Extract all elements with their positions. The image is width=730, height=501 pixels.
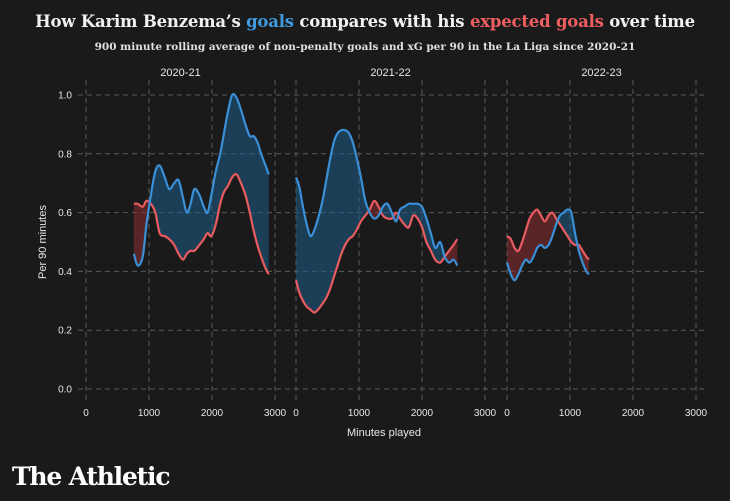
goals-series-line xyxy=(294,128,459,267)
area-fill-segment xyxy=(345,130,349,245)
area-fill-segment xyxy=(199,194,204,245)
x-tick-label: 2000 xyxy=(411,408,434,419)
area-fill-segment xyxy=(453,239,458,266)
area-fill-segment xyxy=(341,130,346,254)
area-fill-segment xyxy=(314,218,319,313)
area-fill-segment xyxy=(232,95,237,178)
area-fill-segment xyxy=(514,247,519,281)
area-fill-segment xyxy=(586,256,589,275)
area-fill-segment xyxy=(164,177,170,240)
x-tick-label: 1000 xyxy=(138,408,161,419)
area-fill-segment xyxy=(265,165,269,275)
title-xg-highlight: expected goals xyxy=(469,12,604,31)
x-tick-label: 2000 xyxy=(201,408,224,419)
area-fill-segment xyxy=(537,209,542,248)
x-tick-label: 1000 xyxy=(348,408,371,419)
area-fill-segment xyxy=(186,203,191,254)
x-tick-label: 3000 xyxy=(264,408,287,419)
area-fill-segment xyxy=(133,203,138,266)
area-fill-segment xyxy=(194,189,200,251)
goals-series-line xyxy=(132,93,270,267)
area-fill-segment xyxy=(137,203,143,266)
area-fill-segment xyxy=(257,142,262,257)
area-fill-segment xyxy=(318,200,323,310)
x-axis-label: Minutes played xyxy=(347,427,421,439)
area-fill-segment xyxy=(533,209,538,257)
panel-title-2021-22: 2021-22 xyxy=(370,67,410,79)
xg-series-line xyxy=(506,208,590,261)
area-fill-segment xyxy=(296,177,300,292)
area-fill-segment xyxy=(203,206,208,240)
x-tick-label: 1000 xyxy=(559,408,582,419)
brand-logo: The Athletic xyxy=(12,462,171,491)
title-part1: How Karim Benzema’s xyxy=(35,12,247,31)
area-fill-segment xyxy=(404,203,409,228)
area-fill-segment xyxy=(227,95,233,187)
area-fill-segment xyxy=(310,230,315,313)
x-tick-label: 0 xyxy=(504,408,510,419)
area-fill-segment xyxy=(306,224,311,310)
area-fill-segment xyxy=(348,133,353,240)
area-fill-segment xyxy=(529,212,534,263)
y-tick-label: 0.4 xyxy=(58,267,72,278)
area-fill-segment xyxy=(245,124,250,213)
area-fill-segment xyxy=(333,133,338,278)
area-fill-segment xyxy=(253,136,258,245)
area-fill-segment xyxy=(236,97,241,184)
y-tick-label: 0.6 xyxy=(58,208,72,219)
area-fill-segment xyxy=(211,171,216,237)
x-tick-label: 3000 xyxy=(685,408,708,419)
x-tick-label: 0 xyxy=(83,408,89,419)
area-fill-segment xyxy=(159,165,165,237)
area-fill-segment xyxy=(399,206,405,225)
x-tick-label: 3000 xyxy=(474,408,497,419)
x-tick-label: 2000 xyxy=(622,408,645,419)
area-fill-segment xyxy=(326,159,331,298)
chart-subtitle: 900 minute rolling average of non-penalt… xyxy=(94,41,636,53)
area-fill-segment xyxy=(169,183,175,245)
area-fill-segment xyxy=(240,109,246,195)
area-fill-segment xyxy=(183,197,187,260)
area-fill-segment xyxy=(174,180,179,254)
area-fill-segment xyxy=(417,203,422,228)
panel-title-2022-23: 2022-23 xyxy=(581,67,621,79)
area-fill-segment xyxy=(190,189,195,251)
y-axis-label: Per 90 minutes xyxy=(37,205,49,279)
area-fill-segment xyxy=(563,209,568,237)
xg-series-line xyxy=(294,199,459,314)
area-fill-segment xyxy=(178,180,184,260)
area-fill-segment xyxy=(544,215,549,248)
area-fill-segment xyxy=(352,142,357,237)
title-part3: over time xyxy=(603,12,695,31)
y-tick-label: 0.2 xyxy=(58,326,72,337)
area-fill-segment xyxy=(299,186,303,301)
area-fill-segment xyxy=(510,239,515,281)
xg-series-line xyxy=(133,173,270,275)
area-fill-segment xyxy=(382,203,388,219)
y-tick-label: 0.8 xyxy=(58,149,72,160)
area-fill-segment xyxy=(541,215,545,248)
area-fill-segment xyxy=(249,136,254,231)
title-goals-highlight: goals xyxy=(246,12,294,31)
area-fill-segment xyxy=(261,153,266,269)
area-fill-segment xyxy=(567,209,572,242)
y-tick-label: 0.0 xyxy=(58,385,72,396)
panel-title-2020-21: 2020-21 xyxy=(160,67,200,79)
x-tick-label: 0 xyxy=(293,408,299,419)
chart-title: How Karim Benzema’s goals compares with … xyxy=(0,12,730,31)
title-part2: compares with his xyxy=(293,12,470,31)
area-fill-segment xyxy=(322,180,327,304)
area-fill-segment xyxy=(337,130,342,266)
area-fill-segment xyxy=(330,142,334,290)
area-fill-segment xyxy=(302,206,307,307)
y-tick-label: 1.0 xyxy=(58,91,72,102)
goals-series-line xyxy=(505,208,590,282)
area-fill-segment xyxy=(522,230,526,266)
